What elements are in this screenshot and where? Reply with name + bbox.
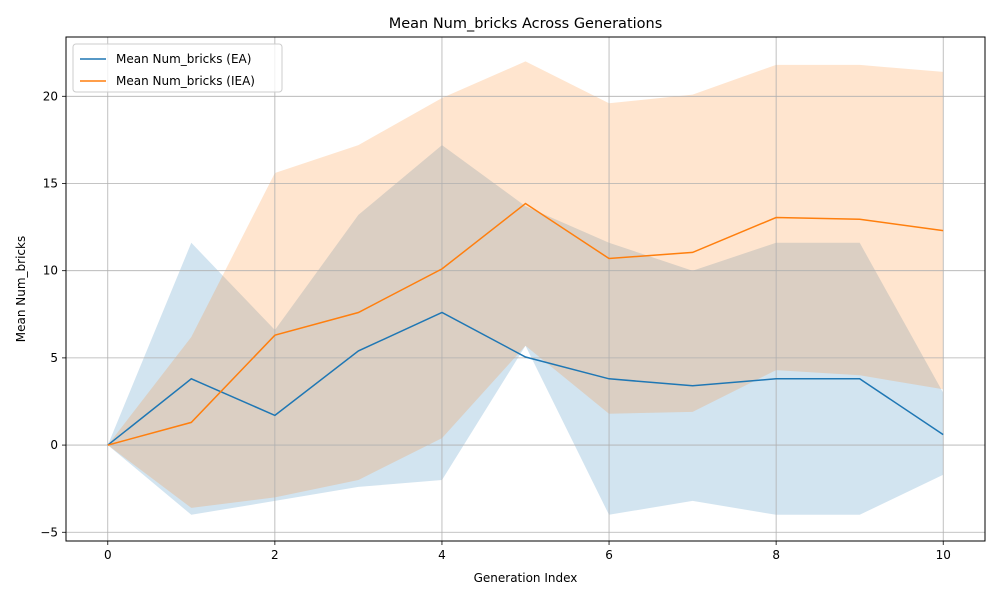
x-tick-label: 8 bbox=[772, 548, 780, 562]
y-tick-label: 0 bbox=[50, 438, 58, 452]
y-tick-label: 5 bbox=[50, 351, 58, 365]
band-series-1 bbox=[107, 61, 944, 508]
y-tick-label: 10 bbox=[43, 264, 58, 278]
x-tick-label: 6 bbox=[605, 548, 613, 562]
x-tick-label: 4 bbox=[438, 548, 446, 562]
x-axis-label: Generation Index bbox=[474, 571, 578, 585]
y-tick-label: 15 bbox=[43, 176, 58, 190]
band-series-0 bbox=[107, 145, 944, 515]
y-axis-label: Mean Num_bricks bbox=[14, 236, 28, 342]
x-tick-label: 0 bbox=[104, 548, 112, 562]
x-tick-label: 10 bbox=[936, 548, 951, 562]
x-tick-label: 2 bbox=[271, 548, 279, 562]
chart-title: Mean Num_bricks Across Generations bbox=[389, 16, 663, 32]
y-tick-label: 20 bbox=[43, 89, 58, 103]
x-axis-ticks: 0 2 4 6 8 10 bbox=[104, 541, 951, 562]
plot-frame bbox=[65, 36, 986, 542]
y-axis-ticks: −5 0 5 10 15 20 bbox=[40, 89, 66, 539]
legend-label-0: Mean Num_bricks (EA) bbox=[116, 52, 251, 66]
y-tick-label: −5 bbox=[40, 525, 58, 539]
legend-box bbox=[72, 43, 283, 93]
series-line-1 bbox=[107, 202, 944, 446]
legend: Mean Num_bricks (EA) Mean Num_bricks (IEA… bbox=[72, 43, 283, 93]
confidence-bands bbox=[107, 61, 944, 515]
series-lines bbox=[107, 202, 944, 446]
grid-lines bbox=[66, 37, 985, 541]
legend-label-1: Mean Num_bricks (IEA) bbox=[116, 74, 255, 88]
series-line-0 bbox=[107, 311, 944, 446]
